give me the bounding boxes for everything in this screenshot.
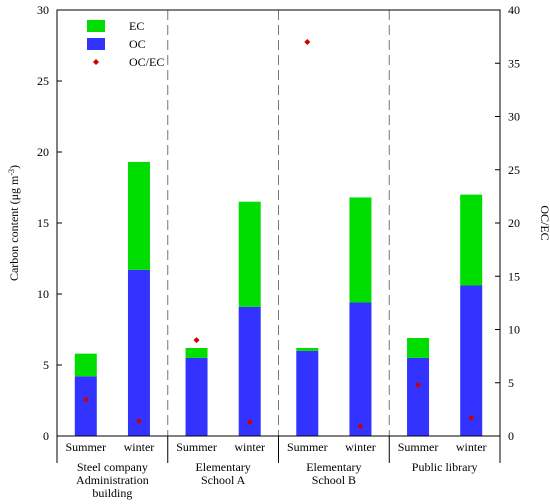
y-axis-label-text: Carbon content (μg m xyxy=(7,175,21,281)
ratio-marker xyxy=(82,396,89,403)
category-label: Summer xyxy=(176,440,217,454)
legend: EC OC OC/EC xyxy=(87,19,164,69)
ratio-marker xyxy=(468,414,475,421)
y-tick-label: 20 xyxy=(37,145,49,159)
ratio-marker xyxy=(193,337,200,344)
group-label: Steel company Administration building xyxy=(76,460,149,500)
category-label: Summer xyxy=(287,440,328,454)
y2-tick-label: 20 xyxy=(508,216,520,230)
y-axis-left: 0 5 10 15 20 25 30 xyxy=(37,3,62,443)
y2-tick-label: 30 xyxy=(508,110,520,124)
category-label: winter xyxy=(456,440,487,454)
ratio-marker xyxy=(415,381,422,388)
ec-bar xyxy=(460,194,483,286)
y-tick-label: 15 xyxy=(37,216,49,230)
category-label: winter xyxy=(124,440,155,454)
group-label-line: Administration xyxy=(76,473,149,487)
bars xyxy=(74,161,483,436)
group-label: Elementary School A xyxy=(195,460,250,487)
legend-swatch xyxy=(87,20,105,32)
ratio-markers xyxy=(82,38,475,430)
ec-bar xyxy=(185,347,208,358)
group-label: Public library xyxy=(412,460,478,474)
oc-bar xyxy=(238,306,261,436)
legend-label: OC xyxy=(129,37,146,51)
y-tick-label: 10 xyxy=(37,287,49,301)
group-label-line: Elementary xyxy=(306,460,361,474)
legend-label: EC xyxy=(129,19,144,33)
ratio-marker xyxy=(135,418,142,425)
oc-bar xyxy=(185,357,208,436)
y-tick-label: 25 xyxy=(37,74,49,88)
y2-tick-label: 40 xyxy=(508,3,520,17)
y-axis-label: Carbon content (μg m-3) xyxy=(7,165,21,281)
y-axis-right: 0 5 10 15 20 25 30 35 40 xyxy=(495,3,520,443)
y-tick-label: 0 xyxy=(43,429,49,443)
ec-bar xyxy=(127,161,150,270)
ec-bar xyxy=(238,201,261,307)
category-label: winter xyxy=(345,440,376,454)
group-label-line: Steel company xyxy=(77,460,148,474)
y-axis-label-close: ) xyxy=(7,165,21,169)
x-axis: Summer winter Summer winter Summer winter Summ… xyxy=(56,436,501,500)
oc-bar xyxy=(407,357,430,436)
y-tick-label: 30 xyxy=(37,3,49,17)
y-axis-label-superscript: -3 xyxy=(7,169,16,176)
ec-bar xyxy=(74,353,97,377)
y-tick-label: 5 xyxy=(43,358,49,372)
oc-bar xyxy=(460,285,483,436)
group-label-line: Public library xyxy=(412,460,478,474)
legend-swatch xyxy=(87,38,105,50)
y2-tick-label: 5 xyxy=(508,376,514,390)
group-label-line: building xyxy=(92,486,132,500)
ratio-marker xyxy=(304,38,311,45)
legend-label: OC/EC xyxy=(129,55,164,69)
legend-marker xyxy=(93,59,99,65)
y2-tick-label: 15 xyxy=(508,269,520,283)
oc-bar xyxy=(127,269,150,436)
ratio-marker xyxy=(357,423,364,430)
ratio-marker xyxy=(246,419,253,426)
y2-axis-label: OC/EC xyxy=(538,205,550,240)
group-label: Elementary School B xyxy=(306,460,361,487)
ec-bar xyxy=(349,197,372,303)
group-label-line: Elementary xyxy=(195,460,250,474)
y2-tick-label: 10 xyxy=(508,323,520,337)
category-label: Summer xyxy=(65,440,106,454)
group-label-line: School A xyxy=(201,473,246,487)
oc-bar xyxy=(349,302,372,436)
group-label-line: School B xyxy=(312,473,356,487)
ec-bar xyxy=(407,338,430,358)
ec-bar xyxy=(296,347,319,351)
group-separators xyxy=(167,10,390,436)
y2-tick-label: 25 xyxy=(508,163,520,177)
y2-tick-label: 0 xyxy=(508,429,514,443)
oc-bar xyxy=(74,376,97,436)
category-label: Summer xyxy=(398,440,439,454)
oc-bar xyxy=(296,350,319,436)
category-label: winter xyxy=(234,440,265,454)
y2-tick-label: 35 xyxy=(508,56,520,70)
